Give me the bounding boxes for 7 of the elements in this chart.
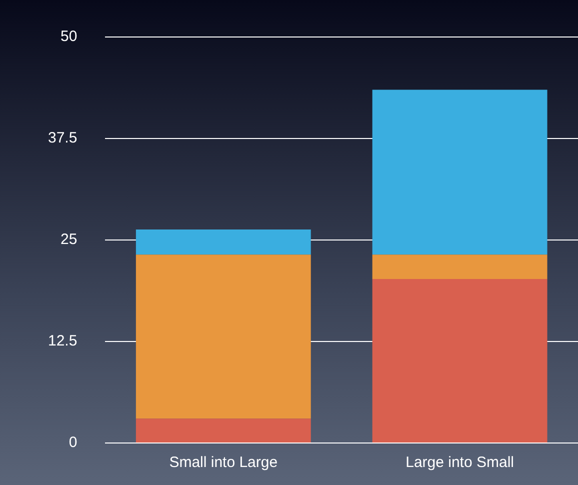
y-tick-label: 0 — [68, 434, 78, 452]
y-tick-label: 25 — [60, 231, 78, 248]
x-tick-label: Large into Small — [406, 454, 514, 472]
x-tick-label: Small into Large — [169, 454, 278, 472]
y-tick-label: 50 — [60, 28, 78, 46]
y-tick-label: 12.5 — [48, 332, 78, 350]
y-tick-label: 37.5 — [48, 130, 78, 147]
